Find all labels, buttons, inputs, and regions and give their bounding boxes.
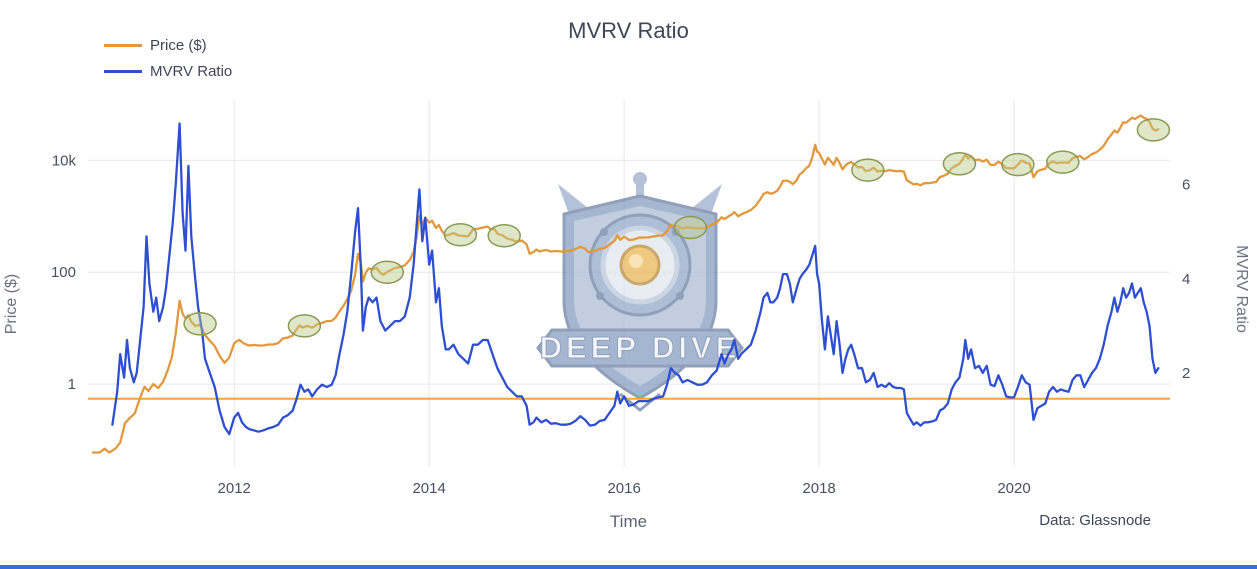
annotation-ellipse	[942, 152, 977, 176]
mvrv-line[interactable]	[111, 122, 1160, 436]
legend-label-price: Price ($)	[150, 36, 207, 54]
price-line[interactable]	[91, 114, 1160, 454]
annotation-ellipse	[1001, 152, 1035, 177]
mvrv-tick-label: 6	[1182, 177, 1190, 194]
annotation-ellipse	[183, 312, 217, 336]
legend: Price ($) MVRV Ratio	[104, 32, 232, 84]
price-tick-label: 10k	[52, 152, 77, 169]
price-tick-label: 1	[68, 376, 76, 393]
mvrv-line-swatch	[104, 69, 142, 73]
watermark-bolt	[600, 228, 608, 236]
x-tick-label: 2018	[802, 480, 835, 497]
watermark-porthole-glint	[629, 254, 643, 268]
annotation-ellipse	[487, 223, 521, 248]
legend-label-mvrv: MVRV Ratio	[150, 62, 233, 80]
y-axis-title-mvrv: MVRV Ratio	[1233, 245, 1250, 333]
annotation-ellipse	[370, 260, 405, 284]
watermark-bolt	[676, 292, 684, 300]
x-axis-title: Time	[609, 512, 648, 531]
price-line-swatch	[104, 43, 142, 47]
data-source-label: Data: Glassnode	[1039, 512, 1151, 529]
watermark-bolt	[596, 292, 604, 300]
x-tick-label: 2012	[218, 480, 251, 497]
bottom-divider	[0, 565, 1257, 569]
mvrv-tick-label: 4	[1182, 271, 1190, 288]
legend-item-price[interactable]: Price ($)	[104, 32, 232, 58]
x-tick-label: 2016	[607, 480, 640, 497]
watermark-banner	[536, 328, 744, 368]
watermark-antenna	[636, 182, 644, 202]
watermark-text: DEEP DIVE	[540, 330, 741, 365]
mvrv-tick-label: 2	[1182, 365, 1190, 382]
chart-title: MVRV Ratio	[568, 18, 689, 43]
watermark-antenna-tip	[633, 172, 647, 186]
annotation-ellipse	[673, 215, 708, 240]
y-axis-title-price: Price ($)	[3, 273, 20, 335]
annotation-ellipse	[1136, 118, 1171, 142]
x-tick-label: 2014	[412, 480, 445, 497]
annotation-ellipse	[1046, 150, 1080, 174]
annotation-ellipse	[287, 314, 322, 338]
annotation-ellipse	[851, 158, 885, 182]
deep-dive-watermark-logo: DEEP DIVE	[536, 172, 744, 412]
x-tick-label: 2020	[997, 480, 1030, 497]
price-tick-label: 100	[51, 264, 76, 281]
legend-item-mvrv[interactable]: MVRV Ratio	[104, 58, 232, 84]
annotation-ellipse	[443, 222, 478, 247]
